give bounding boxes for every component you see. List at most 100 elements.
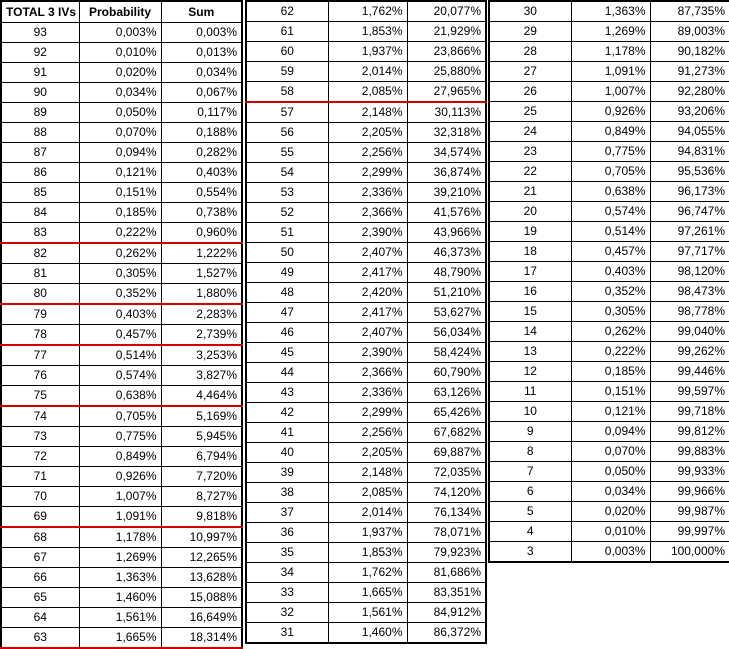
table-row: 6 0,034% 99,966%	[488, 481, 729, 502]
probability-cell: 0,638%	[78, 385, 162, 407]
probability-cell: 2,366%	[327, 202, 408, 223]
table-row: 12 0,185% 99,446%	[488, 361, 729, 382]
sum-cell: 15,088%	[160, 587, 243, 608]
table-row: 33 1,665% 83,351%	[245, 582, 487, 603]
iv-cell: 85	[0, 182, 80, 203]
table-row: 86 0,121% 0,403%	[0, 162, 243, 183]
table-row: 15 0,305% 98,778%	[488, 301, 729, 322]
probability-cell: 1,363%	[570, 0, 651, 22]
iv-cell: 32	[245, 602, 329, 623]
probability-cell: 0,352%	[570, 281, 651, 302]
probability-cell: 0,403%	[78, 303, 162, 325]
probability-cell: 1,762%	[327, 0, 408, 22]
sum-cell: 0,554%	[160, 182, 243, 203]
table-row: 49 2,417% 48,790%	[245, 262, 487, 283]
iv-cell: 22	[488, 161, 572, 182]
probability-cell: 2,407%	[327, 322, 408, 343]
sum-cell: 98,120%	[649, 261, 729, 282]
iv-cell: 73	[0, 426, 80, 447]
sum-cell: 99,262%	[649, 341, 729, 362]
sum-cell: 81,686%	[406, 562, 487, 583]
iv-cell: 24	[488, 121, 572, 142]
table-row: 5 0,020% 99,987%	[488, 501, 729, 522]
probability-cell: 0,020%	[570, 501, 651, 522]
iv-cell: 30	[488, 0, 572, 22]
table-row: 32 1,561% 84,912%	[245, 602, 487, 623]
probability-cell: 1,091%	[570, 61, 651, 82]
probability-cell: 1,178%	[570, 41, 651, 62]
table-body: 93 0,003% 0,003% 92 0,010% 0,013% 91 0,020% 0,03…	[0, 22, 243, 649]
table-row: 66 1,363% 13,628%	[0, 567, 243, 588]
table-row: 25 0,926% 93,206%	[488, 101, 729, 122]
iv-cell: 69	[0, 506, 80, 528]
iv-cell: 54	[245, 162, 329, 183]
table-row: 71 0,926% 7,720%	[0, 466, 243, 487]
iv-cell: 18	[488, 241, 572, 262]
probability-cell: 2,205%	[327, 122, 408, 143]
sum-cell: 83,351%	[406, 582, 487, 603]
iv-cell: 70	[0, 486, 80, 507]
sum-cell: 20,077%	[406, 0, 487, 22]
iv-cell: 78	[0, 324, 80, 346]
table-row: 81 0,305% 1,527%	[0, 263, 243, 284]
iv-cell: 26	[488, 81, 572, 102]
iv-cell: 82	[0, 242, 80, 264]
probability-cell: 0,705%	[78, 405, 162, 427]
iv-cell: 64	[0, 607, 80, 628]
probability-cell: 0,070%	[570, 441, 651, 462]
table-row: 23 0,775% 94,831%	[488, 141, 729, 162]
table-row: 75 0,638% 4,464%	[0, 385, 243, 407]
probability-cell: 0,121%	[570, 401, 651, 422]
iv-cell: 6	[488, 481, 572, 502]
sum-cell: 99,040%	[649, 321, 729, 342]
sum-cell: 99,966%	[649, 481, 729, 502]
probability-cell: 2,299%	[327, 162, 408, 183]
sum-cell: 18,314%	[160, 627, 243, 649]
iv-cell: 87	[0, 142, 80, 163]
probability-cell: 1,007%	[78, 486, 162, 507]
table-row: 87 0,094% 0,282%	[0, 142, 243, 163]
table-row: 89 0,050% 0,117%	[0, 102, 243, 123]
sum-cell: 99,718%	[649, 401, 729, 422]
table-row: 8 0,070% 99,883%	[488, 441, 729, 462]
iv-cell: 39	[245, 462, 329, 483]
table-row: 51 2,390% 43,966%	[245, 222, 487, 243]
iv-cell: 83	[0, 222, 80, 244]
probability-cell: 0,574%	[78, 365, 162, 386]
iv-cell: 44	[245, 362, 329, 383]
table-row: 38 2,085% 74,120%	[245, 482, 487, 503]
probability-cell: 0,151%	[78, 182, 162, 203]
probability-cell: 0,262%	[570, 321, 651, 342]
table-row: 52 2,366% 41,576%	[245, 202, 487, 223]
iv-cell: 38	[245, 482, 329, 503]
probability-cell: 0,775%	[78, 426, 162, 447]
iv-cell: 79	[0, 303, 80, 325]
sum-cell: 1,880%	[160, 283, 243, 305]
sum-cell: 78,071%	[406, 522, 487, 543]
table-row: 77 0,514% 3,253%	[0, 344, 243, 366]
sum-cell: 99,987%	[649, 501, 729, 522]
iv-cell: 93	[0, 22, 80, 43]
table-row: 84 0,185% 0,738%	[0, 202, 243, 223]
table-row: 35 1,853% 79,923%	[245, 542, 487, 563]
table-row: 31 1,460% 86,372%	[245, 622, 487, 644]
header-probability: Probability	[78, 0, 162, 23]
iv-cell: 67	[0, 547, 80, 568]
sum-cell: 60,790%	[406, 362, 487, 383]
probability-cell: 1,178%	[78, 526, 162, 548]
sum-cell: 72,035%	[406, 462, 487, 483]
iv-cell: 75	[0, 385, 80, 407]
sum-cell: 99,883%	[649, 441, 729, 462]
probability-cell: 0,926%	[570, 101, 651, 122]
table-row: 17 0,403% 98,120%	[488, 261, 729, 282]
probability-cell: 0,020%	[78, 62, 162, 83]
probability-cell: 0,003%	[78, 22, 162, 43]
iv-cell: 71	[0, 466, 80, 487]
table-row: 47 2,417% 53,627%	[245, 302, 487, 323]
probability-cell: 0,775%	[570, 141, 651, 162]
sum-cell: 30,113%	[406, 101, 487, 123]
table-row: 74 0,705% 5,169%	[0, 405, 243, 427]
probability-cell: 0,262%	[78, 242, 162, 264]
iv-cell: 92	[0, 42, 80, 63]
iv-cell: 29	[488, 21, 572, 42]
